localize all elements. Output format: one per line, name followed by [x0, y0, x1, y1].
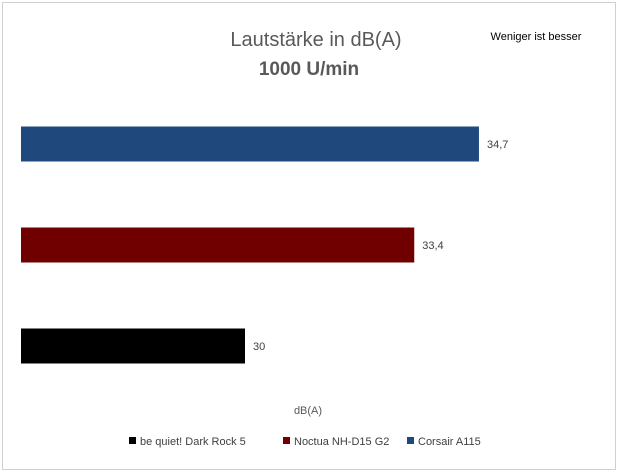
bar-0 — [21, 328, 245, 364]
data-label-1: 33,4 — [422, 240, 443, 252]
legend-label-0: be quiet! Dark Rock 5 — [140, 436, 246, 448]
legend-swatch-0 — [129, 437, 136, 444]
chart-frame: Lautstärke in dB(A) 1000 U/min Weniger i… — [2, 2, 616, 470]
bar-1 — [21, 227, 415, 263]
chart-title: Lautstärke in dB(A) — [230, 29, 401, 51]
bar-chart: Lautstärke in dB(A) 1000 U/min Weniger i… — [21, 29, 582, 448]
legend-swatch-1 — [283, 437, 290, 444]
legend-label-1: Noctua NH-D15 G2 — [294, 436, 389, 448]
chart-note: Weniger ist besser — [491, 31, 582, 43]
chart-subtitle: 1000 U/min — [259, 59, 359, 80]
legend-swatch-2 — [407, 437, 414, 444]
data-label-0: 30 — [253, 341, 265, 353]
data-label-2: 34,7 — [487, 139, 508, 151]
legend: be quiet! Dark Rock 5 Noctua NH-D15 G2 Cor… — [129, 436, 481, 448]
bars-group: 30 33,4 34,7 — [21, 126, 508, 364]
x-axis-label: dB(A) — [294, 405, 322, 417]
bar-2 — [21, 126, 479, 162]
legend-label-2: Corsair A115 — [418, 436, 481, 448]
